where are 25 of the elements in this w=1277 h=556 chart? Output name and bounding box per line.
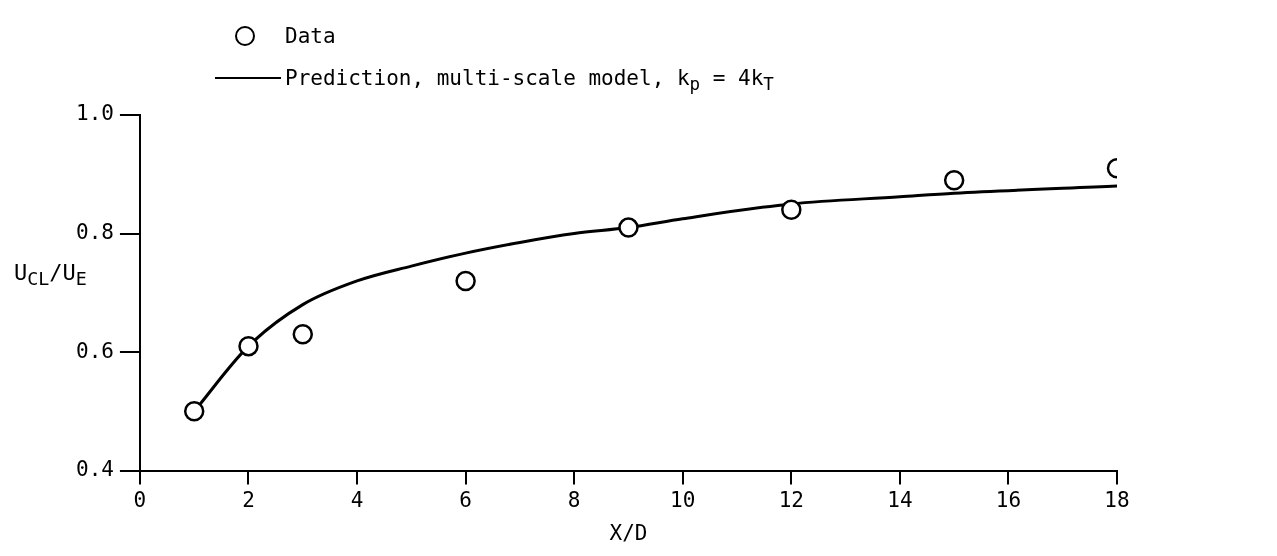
y-axis-title: U$_{CL}$/U$_{E}$: [14, 260, 87, 290]
x-axis-title: X/D: [609, 520, 648, 545]
y-tick-label: 0.6: [75, 338, 114, 363]
x-tick-label: 14: [887, 487, 913, 512]
point: [618, 217, 639, 238]
x-tick-label: 18: [1104, 487, 1130, 512]
y-tick-label: 0.4: [75, 457, 114, 482]
x-tick-label: 12: [778, 487, 804, 512]
point: [943, 169, 965, 191]
point: [455, 270, 476, 292]
point: [292, 324, 314, 345]
y-tick-label: 0.8: [75, 219, 114, 244]
point: [183, 401, 205, 422]
legend-label: Prediction, multi-scale model, k$_{p}$ = 4k$_{T}$: [285, 65, 774, 95]
x-tick-label: 6: [459, 487, 472, 512]
x-tick-label: 8: [567, 487, 581, 512]
x-tick-label: 0: [133, 487, 147, 512]
x-tick-label: 4: [350, 487, 364, 512]
point: [238, 335, 259, 357]
point: [781, 199, 802, 221]
legend-label: Data: [285, 24, 336, 48]
y-tick-label: 1.0: [75, 101, 114, 126]
x-tick-label: 10: [670, 487, 696, 512]
x-tick-label: 16: [995, 487, 1022, 512]
x-tick-label: 2: [242, 487, 255, 512]
